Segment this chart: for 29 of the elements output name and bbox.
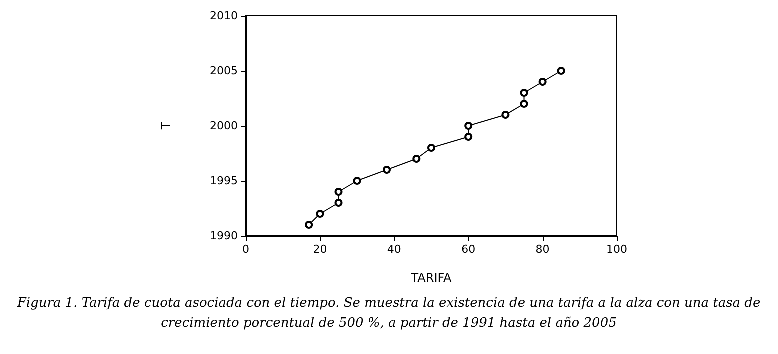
y-tick-label: 1990 bbox=[210, 230, 238, 242]
point bbox=[464, 122, 473, 130]
point bbox=[428, 144, 436, 152]
point bbox=[382, 166, 391, 174]
y-tick-label: 2010 bbox=[210, 10, 238, 22]
point bbox=[502, 111, 510, 119]
x-tick-label: 20 bbox=[313, 243, 328, 256]
point bbox=[334, 199, 343, 207]
y-tick-label: 1995 bbox=[210, 174, 238, 188]
x-tick-label: 100 bbox=[606, 243, 628, 256]
x-tick-label: 40 bbox=[387, 243, 402, 256]
point bbox=[538, 78, 547, 86]
text: Figura 1. Tarifa de cuota asociada con el tiempo. Se muestra la existencia de una tarifa a la alza con una tasa de crecimiento porcentual de 500 %, a partir de 1991 hasta el año 2005 bbox=[16, 295, 762, 333]
x-tick-label: 60 bbox=[462, 243, 476, 256]
point bbox=[305, 221, 314, 229]
point bbox=[412, 155, 421, 163]
x-tick-label: 80 bbox=[536, 243, 550, 256]
point bbox=[334, 188, 343, 196]
y-tick-label: 2005 bbox=[210, 64, 238, 78]
x-tick-label: 0 bbox=[242, 243, 250, 256]
point bbox=[557, 67, 566, 75]
point bbox=[520, 100, 528, 108]
point bbox=[464, 133, 473, 141]
point bbox=[316, 210, 324, 218]
x-axis-title: TARIFA bbox=[410, 271, 453, 285]
y-tick-label: 2000 bbox=[210, 120, 238, 132]
point bbox=[353, 177, 362, 185]
point bbox=[520, 89, 528, 97]
y-axis-title: T bbox=[159, 122, 173, 131]
